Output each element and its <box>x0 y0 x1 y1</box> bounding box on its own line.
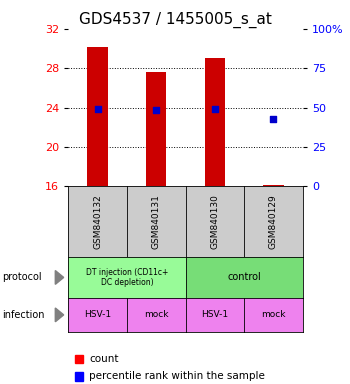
Text: GSM840132: GSM840132 <box>93 194 102 249</box>
Bar <box>204 58 225 186</box>
Text: protocol: protocol <box>2 272 41 283</box>
Text: count: count <box>89 354 119 364</box>
Text: HSV-1: HSV-1 <box>84 310 111 319</box>
Text: DT injection (CD11c+
DC depletion): DT injection (CD11c+ DC depletion) <box>86 268 168 287</box>
Text: control: control <box>227 272 261 283</box>
Point <box>153 108 159 114</box>
Text: infection: infection <box>2 310 44 320</box>
Text: mock: mock <box>144 310 168 319</box>
Point <box>212 106 218 113</box>
Text: GDS4537 / 1455005_s_at: GDS4537 / 1455005_s_at <box>78 12 272 28</box>
Bar <box>146 72 167 186</box>
Bar <box>263 185 284 186</box>
Text: mock: mock <box>261 310 286 319</box>
Point <box>271 116 276 122</box>
Text: percentile rank within the sample: percentile rank within the sample <box>89 371 265 381</box>
Point <box>95 106 100 113</box>
Polygon shape <box>55 308 64 322</box>
Text: GSM840130: GSM840130 <box>210 194 219 249</box>
Bar <box>87 46 108 186</box>
Text: GSM840131: GSM840131 <box>152 194 161 249</box>
Text: GSM840129: GSM840129 <box>269 194 278 249</box>
Text: HSV-1: HSV-1 <box>201 310 228 319</box>
Polygon shape <box>55 270 64 284</box>
